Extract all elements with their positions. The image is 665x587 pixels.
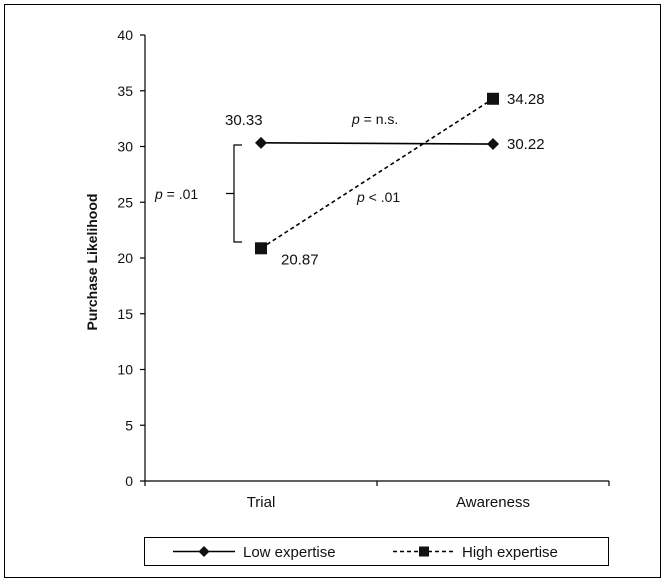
y-axis-label: Purchase Likelihood (84, 194, 100, 331)
data-label: 30.33 (225, 112, 263, 129)
series-line-low-expertise (260, 142, 494, 145)
series-layer (255, 92, 499, 255)
y-tick-label: 40 (117, 27, 133, 43)
y-tick-label: 30 (117, 139, 133, 155)
data-labels: 30.33 30.22 20.87 34.28 (225, 91, 545, 269)
bracket-shape (226, 144, 242, 243)
y-tick-label: 10 (117, 362, 133, 378)
data-label: 20.87 (281, 251, 319, 268)
data-point-high-expertise (487, 92, 499, 105)
y-tick-label: 15 (117, 306, 133, 322)
high-expertise-annotation: p < .01 (356, 189, 400, 205)
legend-label-low-expertise: Low expertise (243, 544, 336, 561)
legend-marker-high-expertise (419, 546, 429, 557)
x-axis: Trial Awareness (144, 480, 610, 511)
low-expertise-annotation: p = n.s. (351, 111, 398, 127)
legend-label-high-expertise: High expertise (462, 544, 558, 561)
x-tick-label: Awareness (456, 494, 530, 511)
legend: Low expertise High expertise (144, 537, 609, 566)
data-point-low-expertise (487, 138, 499, 151)
data-label: 34.28 (507, 91, 545, 108)
data-label: 30.22 (507, 136, 545, 153)
data-point-low-expertise (255, 136, 267, 149)
y-tick-label: 35 (117, 83, 133, 99)
figure-border (4, 4, 661, 578)
significance-bracket: p = .01 (154, 144, 242, 243)
y-tick-label: 5 (125, 417, 133, 433)
bracket-annotation: p = .01 (154, 186, 198, 202)
y-tick-label: 20 (117, 250, 133, 266)
y-tick-label: 0 (125, 473, 133, 489)
y-tick-label: 25 (117, 194, 133, 210)
x-tick-label: Trial (247, 494, 276, 511)
data-point-high-expertise (255, 242, 267, 255)
y-axis: 0 5 10 15 20 25 30 35 40 (117, 27, 146, 489)
legend-marker-low-expertise (198, 546, 210, 557)
